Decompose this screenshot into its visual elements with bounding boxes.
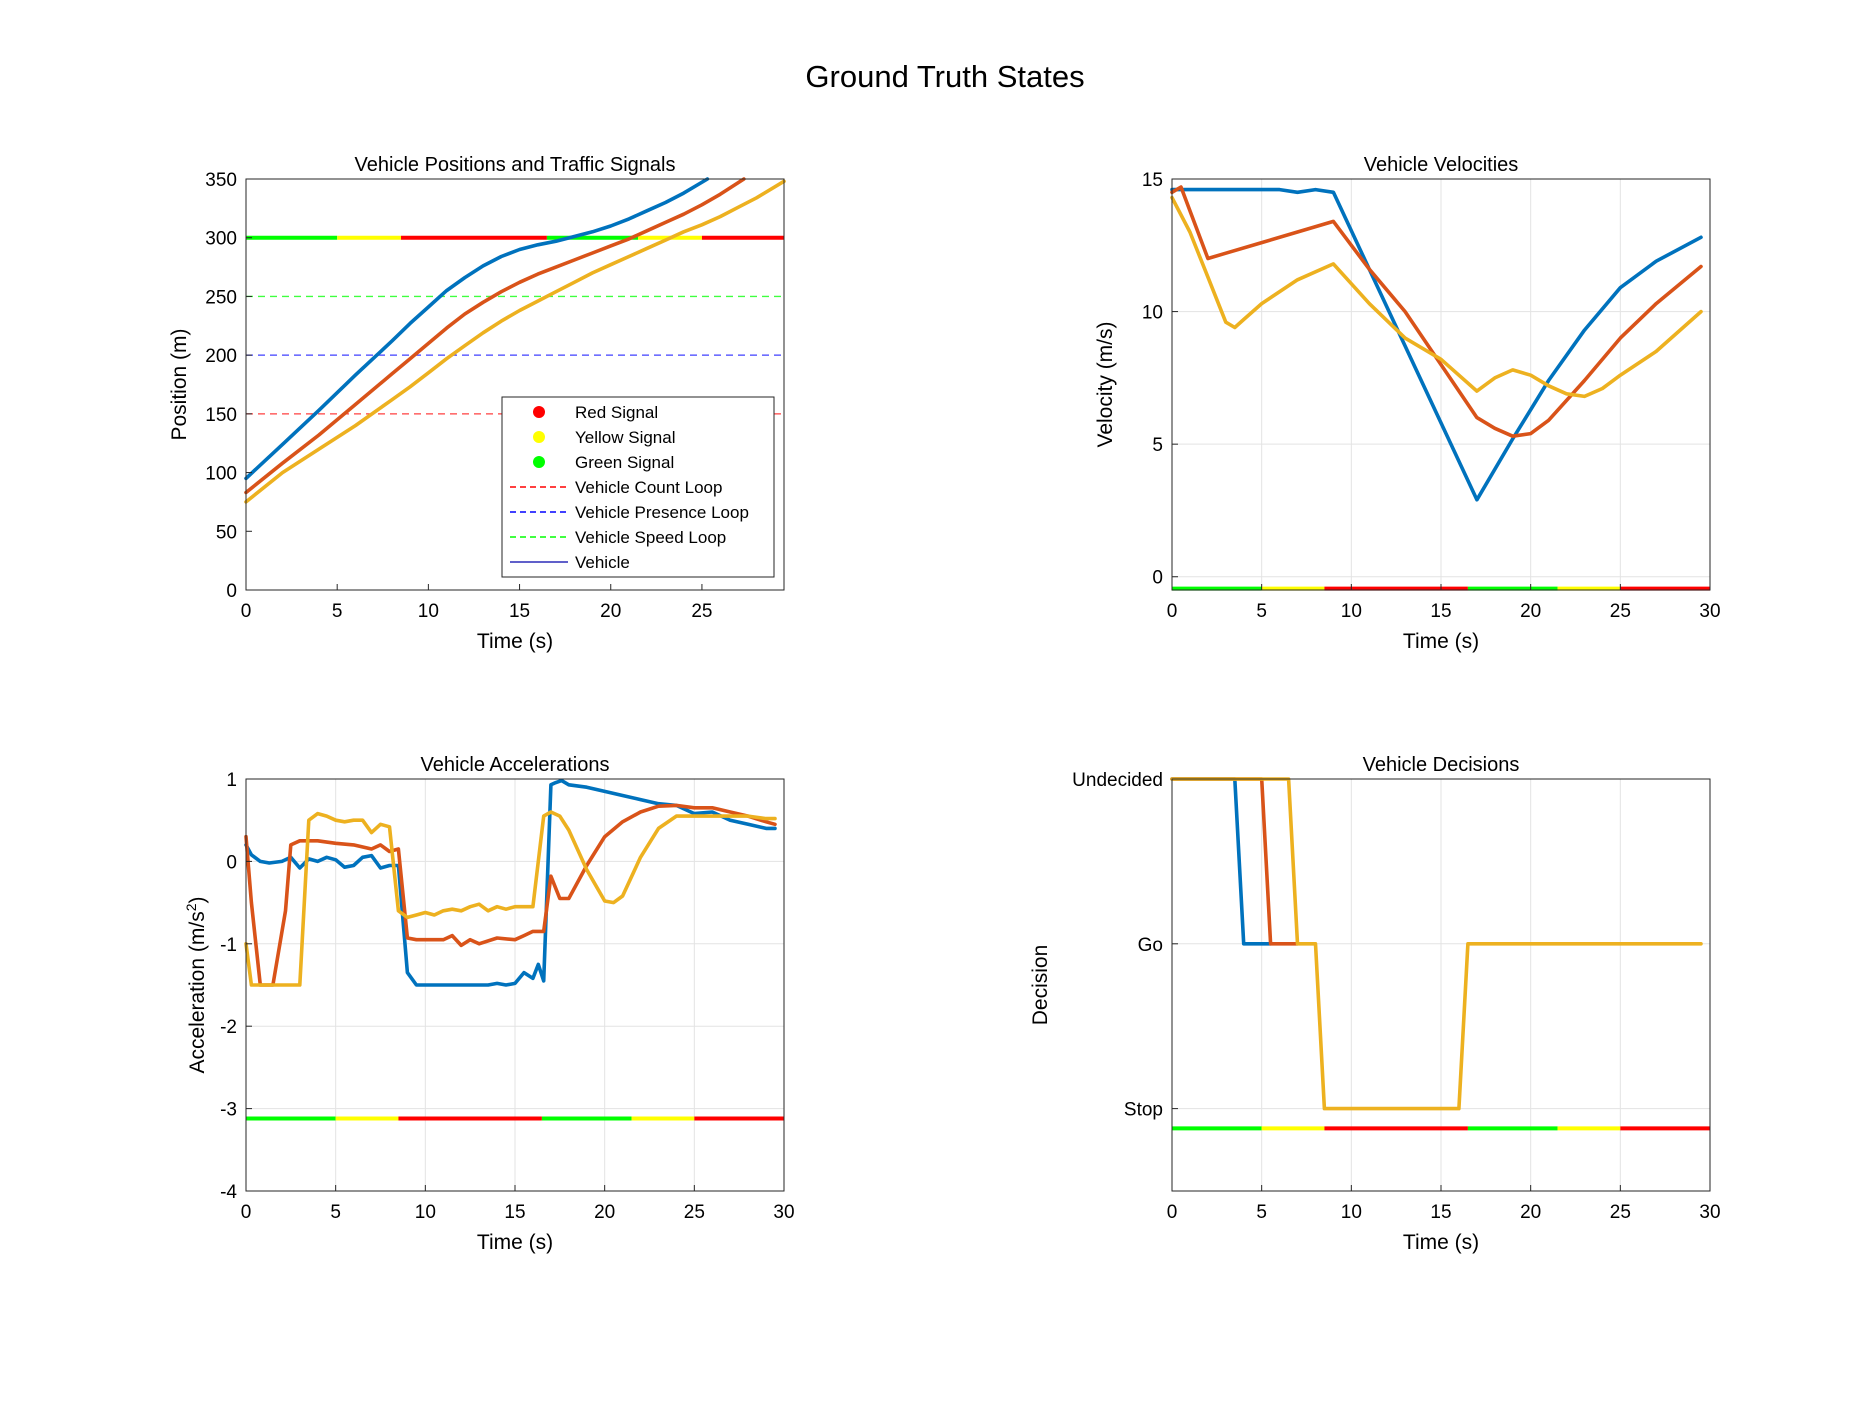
legend-marker [533,456,545,468]
x-tick-label: 15 [1430,601,1451,622]
legend: Red Signal Yellow Signal Green Signal Vehic… [501,396,775,578]
x-tick-label: 0 [241,1202,252,1223]
x-tick-label: 0 [1167,601,1178,622]
x-tick-label: 5 [1256,601,1267,622]
y-tick-label: 250 [205,287,237,308]
y-tick-label: -2 [220,1017,237,1038]
series-line-2 [1170,185,1703,439]
x-tick-label: 10 [1341,1202,1362,1223]
legend-label: Vehicle Count Loop [575,478,722,497]
series-line-3 [1170,777,1703,1111]
axes-title: Vehicle Accelerations [420,754,609,776]
axes-title: Vehicle Decisions [1363,754,1520,776]
y-tick-label: Undecided [1072,770,1163,791]
y-axis-label: Position (m) [168,328,191,440]
series-line-1 [244,778,777,987]
y-tick-label: 50 [216,522,237,543]
x-axis-label: Time (s) [477,1231,553,1254]
legend-label: Red Signal [575,403,658,422]
legend-item: Vehicle Speed Loop [510,528,726,547]
legend-label: Vehicle Presence Loop [575,503,749,522]
x-axis-label: Time (s) [477,630,553,653]
grid-lines [1172,179,1710,590]
x-tick-label: 5 [1256,1202,1267,1223]
velocities-subplot: 0 5 10 15 20 25 30 0 5 10 15 Vehicle Velocities Time… [1094,154,1721,653]
x-tick-label: 25 [1610,601,1631,622]
x-tick-label: 25 [691,601,712,622]
y-tick-label: 150 [205,405,237,426]
axes-box [245,178,785,591]
legend-marker [533,431,545,443]
x-tick-label: 30 [773,1202,794,1223]
x-tick-label: 20 [594,1202,615,1223]
legend-box [501,396,775,578]
x-tick-label: 0 [241,601,252,622]
y-tick-label: 0 [226,852,237,873]
x-tick-label: 5 [332,601,343,622]
series-line-3 [244,810,777,987]
legend-item: Vehicle Count Loop [510,478,722,497]
legend-item: Vehicle [510,553,630,572]
y-tick-label: 10 [1142,303,1163,324]
legend-label: Vehicle [575,553,630,572]
series-line-2 [244,803,777,987]
legend-item: Green Signal [533,453,674,472]
x-axis-label: Time (s) [1403,1231,1479,1254]
y-tick-label: Stop [1124,1100,1163,1121]
legend-label: Vehicle Speed Loop [575,528,726,547]
y-tick-label: 300 [205,229,237,250]
series-line-1 [244,177,710,481]
y-tick-label: -4 [220,1182,237,1203]
x-tick-label: 20 [1520,1202,1541,1223]
x-tick-label: 30 [1699,601,1720,622]
figure-title: Ground Truth States [805,59,1084,94]
y-axis-label: Decision [1029,945,1052,1026]
x-tick-label: 25 [684,1202,705,1223]
x-tick-label: 5 [330,1202,341,1223]
series-line-1 [1170,187,1703,502]
y-tick-label: 350 [205,170,237,191]
series-line-3 [244,179,786,504]
series-line-2 [244,177,746,495]
x-tick-label: 20 [600,601,621,622]
decisions-subplot: 0 5 10 15 20 25 30 Stop Go Undecided Vehicle Decis… [1029,754,1721,1254]
x-tick-label: 20 [1520,601,1541,622]
legend-item: Vehicle Presence Loop [510,503,749,522]
legend-marker [533,406,545,418]
y-tick-label: 200 [205,346,237,367]
y-tick-label: Go [1138,935,1163,956]
y-tick-label: 0 [226,581,237,602]
axes-title: Vehicle Positions and Traffic Signals [355,154,676,176]
x-axis-label: Time (s) [1403,630,1479,653]
axes-title: Vehicle Velocities [1364,154,1519,176]
legend-label: Yellow Signal [575,428,676,447]
y-tick-label: 100 [205,464,237,485]
x-tick-label: 10 [415,1202,436,1223]
y-axis-label: Acceleration (m/s2) [183,896,209,1073]
x-tick-label: 15 [509,601,530,622]
y-tick-label: 1 [226,770,237,791]
y-tick-label: -3 [220,1100,237,1121]
grid-lines [246,779,784,1191]
legend-item: Red Signal [533,403,658,422]
legend-item: Yellow Signal [533,428,676,447]
x-tick-label: 15 [1430,1202,1451,1223]
x-tick-label: 10 [1341,601,1362,622]
y-tick-label: -1 [220,935,237,956]
y-tick-label: 0 [1152,568,1163,589]
y-tick-label: 5 [1152,435,1163,456]
x-tick-label: 25 [1610,1202,1631,1223]
series-line-3 [1170,195,1703,399]
accelerations-subplot: 0 5 10 15 20 25 30 -4 -3 -2 -1 0 1 Vehicle Accelerati… [183,754,795,1254]
x-tick-label: 30 [1699,1202,1720,1223]
x-tick-label: 10 [418,601,439,622]
y-tick-label: 15 [1142,170,1163,191]
x-tick-label: 0 [1167,1202,1178,1223]
y-axis-label: Velocity (m/s) [1094,321,1117,447]
legend-label: Green Signal [575,453,674,472]
x-tick-label: 15 [504,1202,525,1223]
